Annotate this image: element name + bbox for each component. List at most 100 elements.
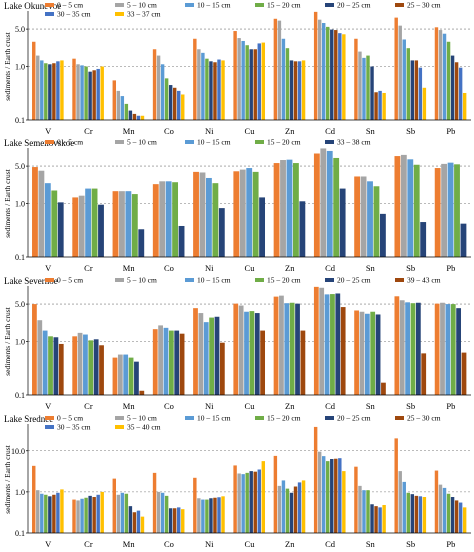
legend-label: 25 – 30 cm <box>407 414 441 423</box>
bar-co-series-3 <box>160 64 165 120</box>
x-tick-label: Cr <box>84 539 93 549</box>
bar-pb-series-7 <box>458 502 463 533</box>
bar-v-series-1 <box>32 167 38 257</box>
bar-cu-series-7 <box>257 43 261 120</box>
bar-v-series-3 <box>42 330 48 395</box>
legend-label: 15 – 20 cm <box>267 1 301 10</box>
bar-cu-series-1 <box>233 303 239 395</box>
bar-cd-series-1 <box>313 11 318 121</box>
bar-ni-series-8 <box>221 496 225 533</box>
bar-cu-series-4 <box>245 472 249 533</box>
bar-v-series-8 <box>60 60 64 120</box>
legend-label: 39 – 43 cm <box>407 276 441 285</box>
legend-swatch <box>115 140 124 144</box>
bar-pb-series-1 <box>434 470 439 533</box>
bar-ni-series-4 <box>205 58 209 120</box>
x-tick-label: Pb <box>446 263 455 273</box>
bar-v-series-5 <box>57 202 64 257</box>
bar-cd-series-5 <box>330 459 334 533</box>
bar-sb-series-8 <box>422 87 427 120</box>
bar-pb-series-3 <box>442 487 447 533</box>
bar-sb-series-6 <box>421 353 427 395</box>
bar-zn-series-7 <box>297 482 302 533</box>
legend-label: 5 – 10 cm <box>127 414 157 423</box>
legend-label: 0 – 5 cm <box>57 414 83 423</box>
bar-sb-series-6 <box>414 60 419 120</box>
y-tick-label: 5.0 <box>15 300 25 309</box>
bar-cr-series-1 <box>72 336 78 395</box>
bar-pb-series-8 <box>462 507 467 533</box>
legend-label: 10 – 15 cm <box>197 276 231 285</box>
bar-cu-series-6 <box>253 49 257 120</box>
bar-zn-series-1 <box>273 296 279 395</box>
y-tick-label: 0.1 <box>15 253 25 262</box>
bar-v-series-1 <box>32 41 36 121</box>
bar-ni-series-3 <box>201 499 205 533</box>
bar-cu-series-1 <box>233 171 240 257</box>
bar-v-series-1 <box>32 465 36 533</box>
legend-label: 30 – 35 cm <box>57 10 91 19</box>
bar-mn-series-5 <box>138 229 145 257</box>
bar-mn-series-6 <box>139 390 145 395</box>
bar-mn-series-4 <box>124 493 129 533</box>
x-tick-label: Cr <box>84 126 93 136</box>
y-tick-label: 1.0 <box>15 338 25 347</box>
bar-co-series-1 <box>152 472 157 533</box>
bar-sn-series-3 <box>362 490 366 533</box>
bar-ni-series-7 <box>217 497 221 533</box>
bar-co-series-2 <box>156 491 161 533</box>
bar-cr-series-4 <box>91 188 98 257</box>
bar-mn-series-1 <box>112 357 118 395</box>
bar-ni-series-2 <box>197 498 201 533</box>
bar-cd-series-2 <box>317 19 322 121</box>
bar-v-series-5 <box>48 64 52 120</box>
x-tick-label: Cd <box>325 401 336 411</box>
bar-v-series-2 <box>36 490 40 533</box>
bar-cu-series-4 <box>249 311 255 395</box>
bar-v-series-1 <box>32 304 37 395</box>
bar-zn-series-3 <box>281 480 286 533</box>
x-tick-label: V <box>45 539 52 549</box>
bar-co-series-8 <box>181 94 185 120</box>
x-tick-label: Mn <box>123 263 136 273</box>
bar-cd-series-5 <box>339 188 346 257</box>
bar-v-series-6 <box>52 63 56 120</box>
y-tick-label: 0.1 <box>15 391 25 400</box>
x-tick-label: Sn <box>366 539 376 549</box>
bar-cr-series-5 <box>88 495 92 533</box>
bar-v-series-4 <box>51 190 58 257</box>
x-tick-label: Co <box>164 263 174 273</box>
x-tick-label: Sb <box>406 126 415 136</box>
bar-cu-series-5 <box>249 471 253 533</box>
bar-cu-series-4 <box>252 171 259 257</box>
legend-label: 15 – 20 cm <box>267 414 301 423</box>
bar-mn-series-8 <box>140 516 145 533</box>
x-tick-label: Cu <box>245 401 256 411</box>
bar-mn-series-7 <box>136 510 141 533</box>
bar-zn-series-5 <box>299 201 306 257</box>
bar-cr-series-3 <box>80 65 84 120</box>
bar-zn-series-2 <box>280 160 286 257</box>
bar-cd-series-2 <box>319 287 325 395</box>
bar-pb-series-4 <box>446 41 451 121</box>
bar-cr-series-1 <box>72 58 76 120</box>
bar-zn-series-4 <box>292 163 299 257</box>
x-tick-label: Zn <box>285 401 295 411</box>
bar-pb-series-3 <box>445 304 451 395</box>
bar-ni-series-4 <box>205 499 209 533</box>
bar-sn-series-1 <box>354 310 359 395</box>
legend-swatch <box>115 3 124 7</box>
bar-cu-series-6 <box>253 471 257 533</box>
bar-sn-series-7 <box>378 507 382 533</box>
bar-cu-series-3 <box>241 40 245 120</box>
bar-cd-series-6 <box>334 458 338 533</box>
bar-ni-series-2 <box>199 172 206 257</box>
x-tick-label: Cu <box>245 126 256 136</box>
legend-label: 10 – 15 cm <box>197 138 231 147</box>
bar-sn-series-1 <box>354 176 361 257</box>
legend-swatch <box>115 12 124 16</box>
bar-co-series-5 <box>174 330 180 395</box>
legend-swatch <box>185 140 194 144</box>
bar-pb-series-4 <box>446 493 451 533</box>
bar-sn-series-2 <box>358 485 362 533</box>
